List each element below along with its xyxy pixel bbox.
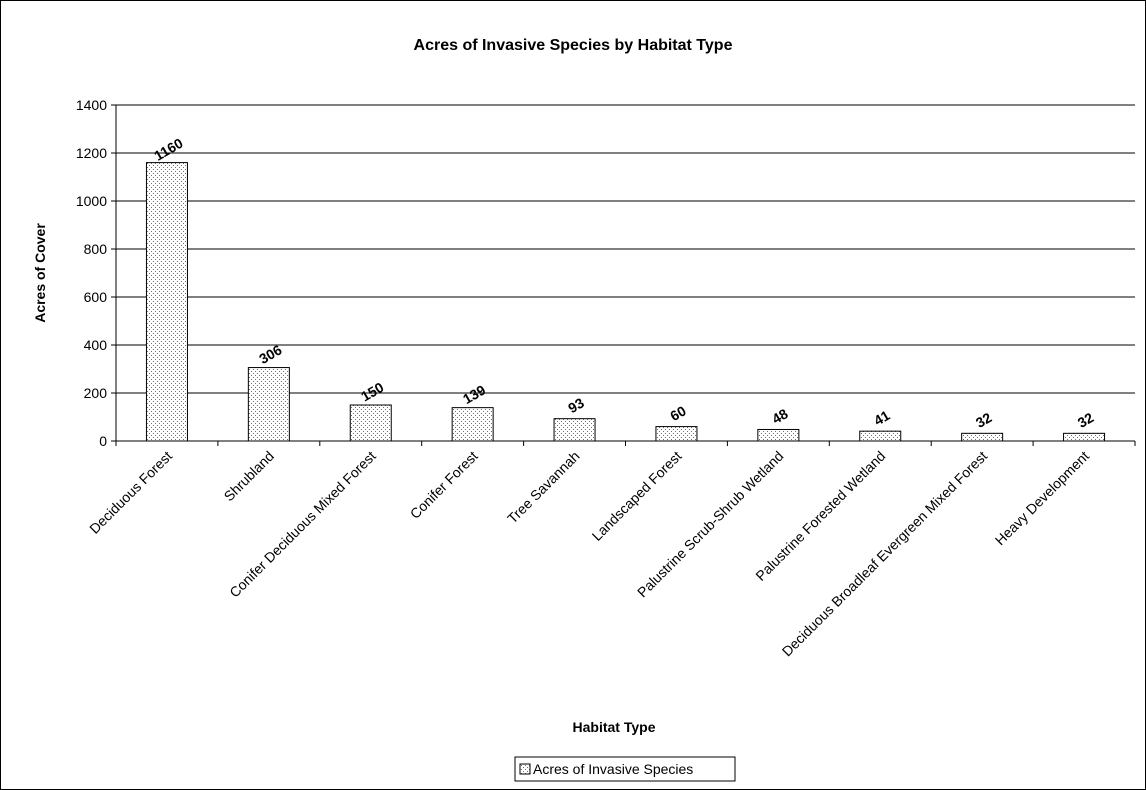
bar	[859, 430, 902, 442]
data-label: 150	[358, 379, 386, 405]
x-category-label: Conifer Forest	[407, 448, 481, 522]
legend: Acres of Invasive Species	[514, 756, 736, 782]
x-category-label: Heavy Development	[992, 448, 1093, 549]
data-label: 60	[667, 402, 689, 424]
bar	[1063, 432, 1106, 442]
y-tick-label: 200	[84, 385, 108, 401]
x-axis-title: Habitat Type	[573, 719, 656, 735]
data-label: 41	[871, 407, 893, 429]
y-tick-label: 400	[84, 337, 108, 353]
data-label: 32	[1075, 409, 1097, 431]
x-category-label: Deciduous Forest	[86, 448, 175, 537]
y-tick-label: 800	[84, 241, 108, 257]
gridlines	[116, 104, 1135, 394]
x-category-label: Shrubland	[221, 448, 277, 504]
bar	[145, 162, 188, 442]
legend-box	[514, 756, 736, 782]
legend-label: Acres of Invasive Species	[533, 761, 693, 777]
bar	[247, 367, 290, 442]
bar	[757, 428, 800, 442]
bar	[655, 426, 698, 442]
chart-title: Acres of Invasive Species by Habitat Typ…	[414, 37, 733, 54]
y-tick-label: 1400	[76, 97, 107, 113]
y-tick-label: 0	[99, 433, 107, 449]
bar	[451, 407, 494, 442]
bars	[145, 162, 1106, 442]
y-tick-labels: 0 200 400 600 800 1000 1200 1400	[76, 97, 107, 449]
data-label: 139	[460, 381, 488, 407]
x-category-label: Deciduous Broadleaf Evergreen Mixed Fore…	[779, 448, 991, 660]
legend-swatch	[519, 763, 531, 775]
x-category-label: Tree Savannah	[504, 448, 583, 527]
y-tick-label: 1000	[76, 193, 107, 209]
data-label: 93	[565, 394, 587, 416]
axes	[111, 104, 1136, 446]
bar	[961, 432, 1004, 442]
y-axis-title: Acres of Cover	[32, 223, 48, 323]
bar	[349, 404, 392, 442]
data-label: 48	[769, 405, 791, 427]
y-tick-label: 600	[84, 289, 108, 305]
y-tick-label: 1200	[76, 145, 107, 161]
bar	[553, 418, 596, 442]
data-label: 1160	[151, 135, 185, 164]
data-label: 32	[973, 409, 995, 431]
x-category-label: Landscaped Forest	[589, 448, 685, 544]
